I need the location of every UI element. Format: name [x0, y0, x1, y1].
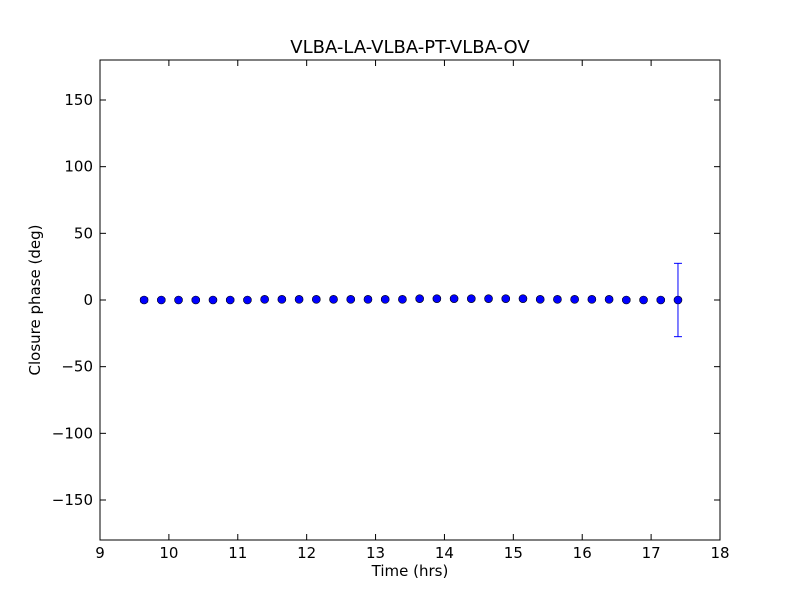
- data-point: [139, 295, 149, 305]
- data-point: [484, 294, 493, 303]
- data-point: [398, 295, 407, 304]
- data-point: [380, 295, 390, 304]
- x-tick-label: 14: [435, 544, 454, 562]
- data-point: [501, 294, 511, 303]
- y-tick-label: 100: [64, 158, 93, 176]
- x-tick-label: 13: [366, 544, 385, 562]
- y-tick-label: −150: [52, 491, 93, 509]
- y-tick-label: 0: [83, 291, 93, 309]
- x-tick-label: 11: [228, 544, 247, 562]
- data-point: [312, 295, 321, 304]
- x-tick-label: 16: [573, 544, 592, 562]
- data-point: [622, 295, 631, 305]
- data-point: [294, 295, 304, 304]
- x-tick-label: 9: [95, 544, 105, 562]
- data-point: [535, 295, 545, 304]
- data-point: [587, 295, 597, 304]
- data-point: [449, 294, 459, 303]
- data-point: [277, 295, 287, 304]
- y-axis-label: Closure phase (deg): [26, 225, 44, 376]
- data-point: [432, 294, 442, 303]
- data-point: [639, 295, 648, 305]
- plot-area: 9 10 11 12 13 14 15 16 17 18 −150 −100 −50 0 50 100 150: [52, 59, 730, 562]
- data-point: [191, 295, 201, 305]
- data-point: [467, 294, 476, 303]
- data-point: [225, 295, 235, 305]
- data-point: [157, 295, 166, 305]
- data-point: [518, 294, 528, 303]
- data-point: [260, 295, 269, 304]
- chart-title: VLBA-LA-VLBA-PT-VLBA-OV: [290, 37, 530, 58]
- x-tick-label: 12: [297, 544, 316, 562]
- y-tick-label: 150: [64, 91, 93, 109]
- data-point: [329, 295, 338, 304]
- data-point: [415, 294, 424, 303]
- data-point: [673, 295, 683, 305]
- data-point: [553, 295, 562, 304]
- data-point: [174, 295, 183, 305]
- data-point: [656, 295, 666, 305]
- x-tick-label: 10: [159, 544, 178, 562]
- x-tick-label: 18: [710, 544, 729, 562]
- y-tick-label: 50: [74, 224, 93, 242]
- y-tick-label: −50: [61, 358, 93, 376]
- data-point: [243, 295, 252, 305]
- data-point: [208, 295, 218, 305]
- y-tick-label: −100: [52, 424, 93, 442]
- x-tick-label: 17: [642, 544, 661, 562]
- x-tick-label: 15: [504, 544, 523, 562]
- data-point: [570, 295, 579, 304]
- data-point: [346, 295, 356, 304]
- data-point: [604, 295, 614, 304]
- x-axis-label: Time (hrs): [371, 562, 449, 580]
- data-point: [363, 295, 373, 304]
